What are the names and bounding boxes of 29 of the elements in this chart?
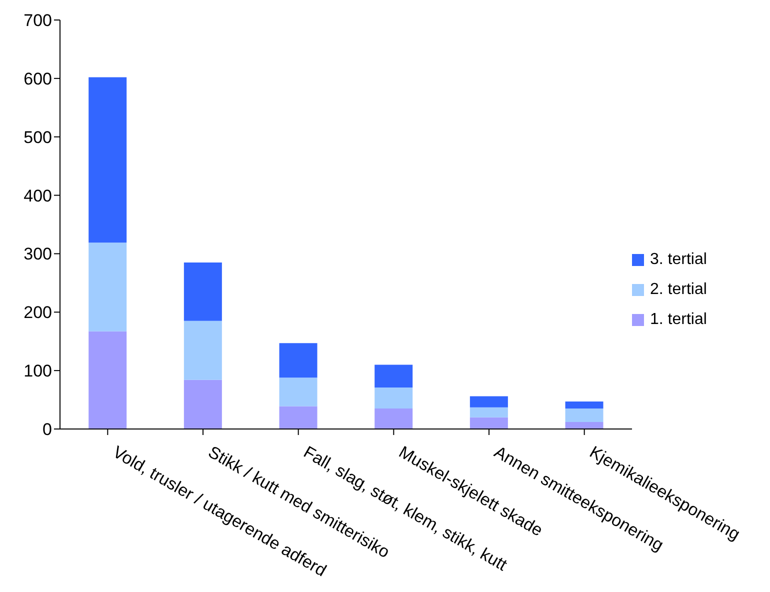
bar (374, 364, 413, 388)
y-tick-label: 0 (42, 420, 52, 440)
bar (470, 396, 508, 408)
bar (565, 402, 604, 409)
bar (88, 331, 127, 429)
y-tick-label: 100 (24, 362, 52, 381)
bar (470, 417, 508, 429)
y-tick-label: 300 (24, 244, 52, 264)
y-tick-label: 600 (24, 69, 52, 88)
bar (565, 422, 604, 429)
bar (184, 380, 222, 429)
bar (88, 77, 127, 243)
bar (470, 407, 508, 418)
y-tick-label: 700 (24, 11, 52, 30)
bar (279, 343, 318, 378)
bar (374, 388, 413, 409)
legend-label: 2. tertial (650, 281, 707, 299)
y-tick-label: 500 (24, 128, 52, 147)
y-tick-label: 400 (24, 186, 52, 206)
legend-label: 3. tertial (650, 251, 707, 269)
legend-label: 1. tertial (650, 311, 707, 329)
bar (184, 262, 222, 321)
y-tick-label: 200 (24, 303, 52, 322)
bar (184, 320, 222, 380)
bar (279, 378, 318, 406)
bar (565, 408, 604, 422)
bar (374, 408, 413, 429)
bar (279, 406, 318, 429)
bar (88, 242, 127, 332)
